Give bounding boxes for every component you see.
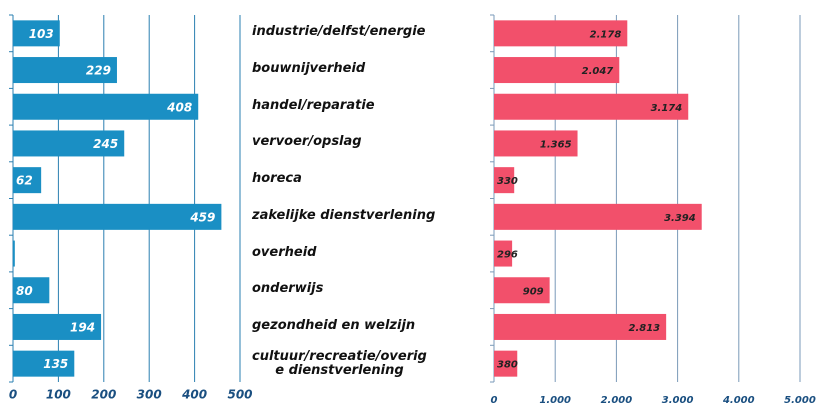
bar — [494, 130, 578, 157]
value-label: 380 — [497, 360, 518, 371]
x-tick-label: 300 — [137, 388, 162, 402]
category-label: overheid — [252, 244, 317, 260]
bar — [13, 93, 199, 120]
bar — [13, 277, 50, 304]
value-label: 135 — [43, 357, 68, 371]
bar — [494, 203, 702, 230]
category-label: handel/reparatie — [252, 97, 375, 113]
bar — [494, 20, 628, 47]
bar — [13, 167, 42, 194]
value-label: 3.394 — [664, 213, 696, 224]
x-tick-label: 200 — [91, 388, 116, 402]
bar — [13, 20, 60, 47]
value-label: 909 — [523, 286, 544, 297]
value-label: 62 — [16, 174, 33, 188]
value-label: 2.813 — [629, 323, 661, 334]
value-label: 459 — [189, 210, 215, 224]
bar — [494, 313, 667, 340]
value-label: 80 — [16, 284, 33, 298]
x-tick-label: 0 — [491, 395, 498, 405]
x-tick-label: 5.000 — [784, 395, 816, 405]
category-label: vervoer/opslag — [252, 134, 362, 150]
x-tick-label: 4.000 — [722, 395, 755, 405]
bar — [13, 203, 222, 230]
category-label: bouwnijverheid — [252, 61, 366, 77]
x-tick-label: 500 — [227, 388, 252, 402]
bar — [13, 240, 15, 267]
value-label: 103 — [29, 27, 54, 41]
bar — [494, 240, 513, 267]
category-label: industrie/delfst/energie — [252, 24, 426, 40]
bar — [13, 57, 117, 84]
x-tick-label: 400 — [181, 388, 207, 402]
value-label: 229 — [86, 64, 111, 78]
value-label: 245 — [93, 137, 118, 151]
category-label: horeca — [252, 171, 302, 187]
bar — [494, 93, 689, 120]
x-tick-label: 3.000 — [662, 395, 694, 405]
category-label: onderwijs — [252, 281, 324, 297]
value-label: 330 — [497, 176, 518, 187]
bar — [494, 277, 550, 304]
x-tick-label: 1.000 — [539, 395, 571, 405]
x-tick-label: 100 — [46, 388, 71, 402]
value-label: 2.178 — [590, 29, 622, 40]
bar — [13, 313, 102, 340]
value-label: 3.174 — [651, 103, 683, 114]
category-label: gezondheid en welzijn — [252, 317, 416, 333]
bar — [13, 350, 75, 377]
value-label: 194 — [70, 320, 95, 334]
x-tick-label: 2.000 — [601, 395, 633, 405]
bar — [494, 167, 515, 194]
value-label: 296 — [497, 250, 518, 261]
bar — [494, 350, 518, 377]
category-label: cultuur/recreatie/overig e dienstverleni… — [252, 348, 427, 378]
bar — [494, 57, 620, 84]
bar — [13, 130, 125, 157]
value-label: 2.047 — [582, 66, 614, 77]
x-tick-label: 0 — [9, 388, 17, 402]
value-label: 408 — [166, 100, 192, 114]
value-label: 1.365 — [540, 139, 572, 150]
category-label: zakelijke dienstverlening — [252, 207, 436, 223]
